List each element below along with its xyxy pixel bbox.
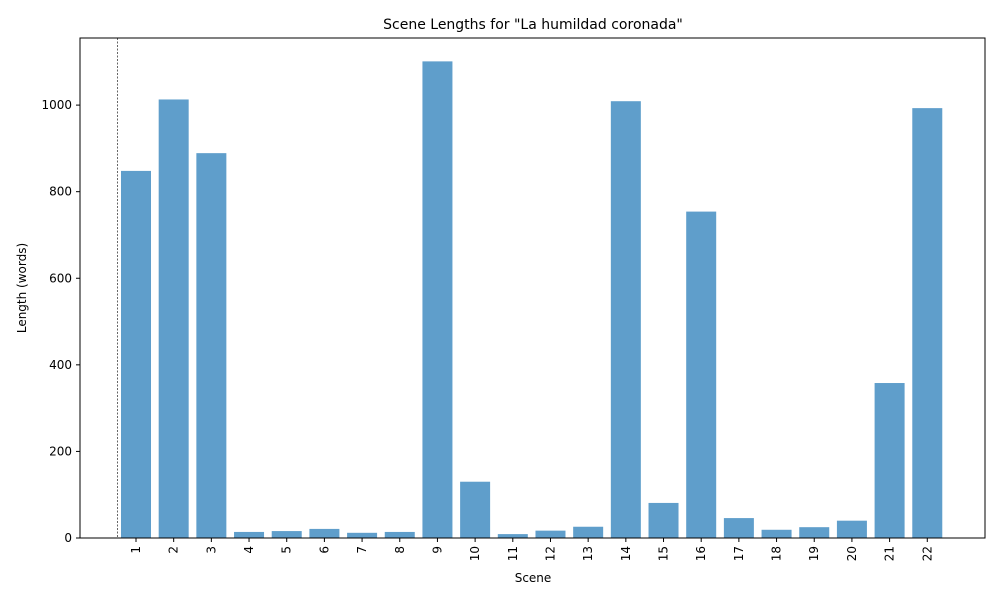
bar-scene-22: [912, 108, 943, 538]
bar-scene-5: [271, 531, 302, 538]
x-tick-label: 18: [770, 546, 784, 561]
x-tick-label: 11: [506, 546, 520, 561]
bar-scene-12: [535, 530, 566, 538]
chart-title: Scene Lengths for "La humildad coronada": [383, 17, 683, 33]
bar-scene-17: [723, 518, 754, 538]
bar-scene-14: [610, 101, 641, 538]
bar-scene-11: [497, 534, 528, 538]
x-tick-label: 9: [430, 546, 444, 554]
bar-scene-15: [648, 502, 679, 538]
x-tick-label: 12: [543, 546, 557, 561]
bar-scene-10: [460, 481, 491, 538]
bar-scene-1: [121, 170, 151, 538]
plot-frame: [79, 37, 986, 539]
x-tick-label: 20: [845, 546, 859, 561]
bar-scene-13: [573, 526, 604, 538]
y-tick-label: 1000: [41, 98, 72, 112]
bar-scene-20: [836, 520, 867, 538]
x-tick-label: 10: [468, 546, 482, 561]
bar-scene-4: [234, 531, 265, 538]
bar-scene-7: [347, 532, 378, 538]
x-tick-label: 8: [393, 546, 407, 554]
x-tick-label: 21: [883, 546, 897, 561]
bar-scene-21: [874, 383, 905, 538]
y-axis-label: Length (words): [15, 243, 29, 333]
x-axis-label: Scene: [515, 571, 552, 585]
x-tick-label: 14: [619, 546, 633, 561]
x-tick-label: 19: [807, 546, 821, 561]
bar-scene-18: [761, 529, 792, 538]
x-tick-label: 3: [204, 546, 218, 554]
bar-scene-3: [196, 153, 227, 538]
x-tick-label: 22: [920, 546, 934, 561]
x-tick-label: 13: [581, 546, 595, 561]
bar-scene-2: [158, 99, 189, 538]
x-tick-label: 16: [694, 546, 708, 561]
y-tick-label: 400: [49, 358, 72, 372]
y-tick-label: 600: [49, 271, 72, 285]
y-tick-label: 0: [64, 531, 72, 545]
y-tick-label: 200: [49, 444, 72, 458]
bar-scene-19: [799, 527, 830, 538]
bar-scene-8: [384, 531, 415, 538]
x-tick-label: 15: [657, 546, 671, 561]
x-tick-label: 6: [317, 546, 331, 554]
bar-scene-6: [309, 528, 340, 538]
bar-scene-16: [686, 211, 717, 538]
x-tick-label: 4: [242, 546, 256, 554]
x-tick-label: 2: [167, 546, 181, 554]
x-tick-label: 1: [129, 546, 143, 554]
bar-scene-9: [422, 61, 453, 539]
x-tick-label: 5: [280, 546, 294, 554]
x-tick-label: 7: [355, 546, 369, 554]
y-tick-label: 800: [49, 185, 72, 199]
x-tick-label: 17: [732, 546, 746, 561]
